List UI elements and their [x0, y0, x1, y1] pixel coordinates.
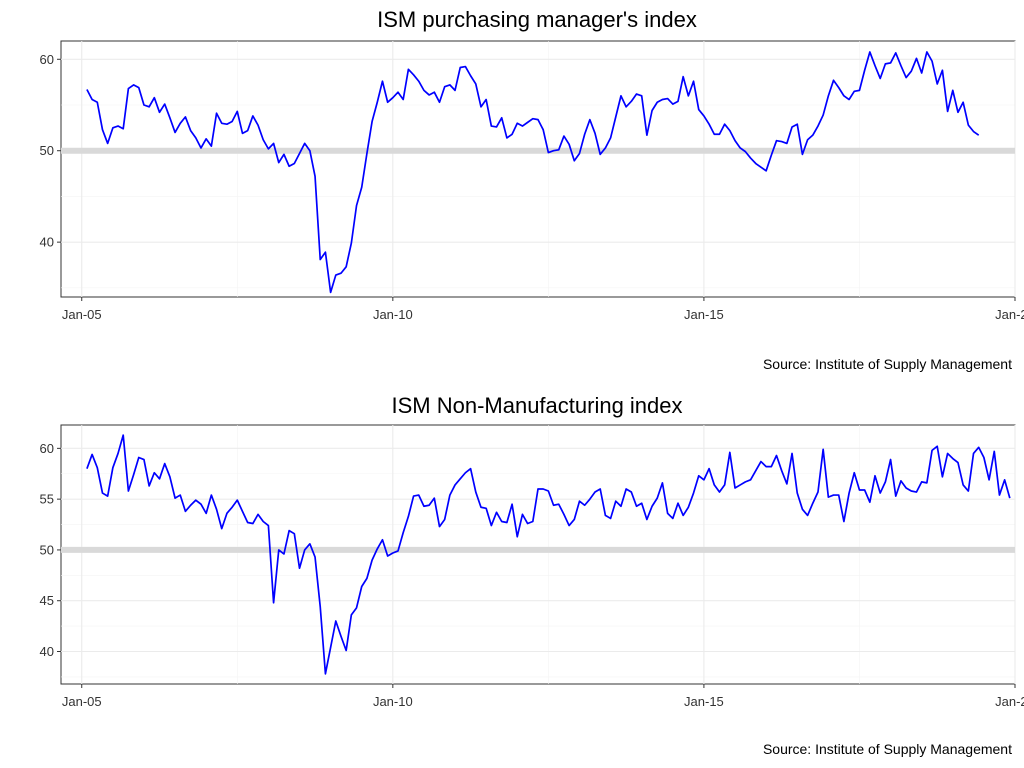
axes-pmi: Jan-05 Jan-10 Jan-15 Jan-20 40 50 60 [40, 52, 1024, 322]
series-line-nmi [86, 434, 1011, 675]
plot-panel-nmi [60, 424, 1016, 685]
source-caption-nmi: Source: Institute of Supply Management [763, 741, 1012, 757]
chart-title-nmi: ISM Non-Manufacturing index [391, 393, 682, 418]
y-tick-label: 45 [40, 593, 54, 608]
chart-pmi: ISM purchasing manager's index Jan-05 Jan… [40, 7, 1024, 372]
plot-panel-pmi [60, 40, 1016, 298]
source-caption-pmi: Source: Institute of Supply Management [763, 356, 1012, 372]
x-tick-label: Jan-15 [684, 307, 724, 322]
x-tick-label: Jan-10 [373, 694, 413, 709]
y-tick-label: 60 [40, 52, 54, 67]
chart-title-pmi: ISM purchasing manager's index [377, 7, 697, 32]
y-tick-label: 40 [40, 235, 54, 250]
x-tick-label: Jan-20 [995, 307, 1024, 322]
x-tick-label: Jan-05 [62, 307, 102, 322]
x-tick-label: Jan-05 [62, 694, 102, 709]
y-tick-label: 55 [40, 492, 54, 507]
y-tick-label: 40 [40, 644, 54, 659]
chart-nmi: ISM Non-Manufacturing index Jan-05 Jan-10… [40, 393, 1024, 757]
y-tick-label: 50 [40, 542, 54, 557]
y-tick-label: 60 [40, 441, 54, 456]
x-tick-label: Jan-20 [995, 694, 1024, 709]
series-line-pmi [86, 51, 980, 294]
gridlines-nmi [61, 425, 1016, 684]
y-tick-label: 50 [40, 143, 54, 158]
x-tick-label: Jan-15 [684, 694, 724, 709]
x-tick-label: Jan-10 [373, 307, 413, 322]
axes-nmi: Jan-05 Jan-10 Jan-15 Jan-20 40 45 50 55 60 [40, 441, 1024, 709]
